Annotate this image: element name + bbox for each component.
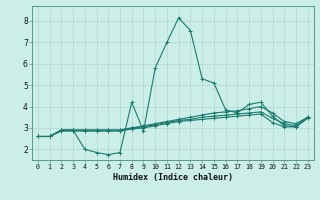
X-axis label: Humidex (Indice chaleur): Humidex (Indice chaleur) <box>113 173 233 182</box>
